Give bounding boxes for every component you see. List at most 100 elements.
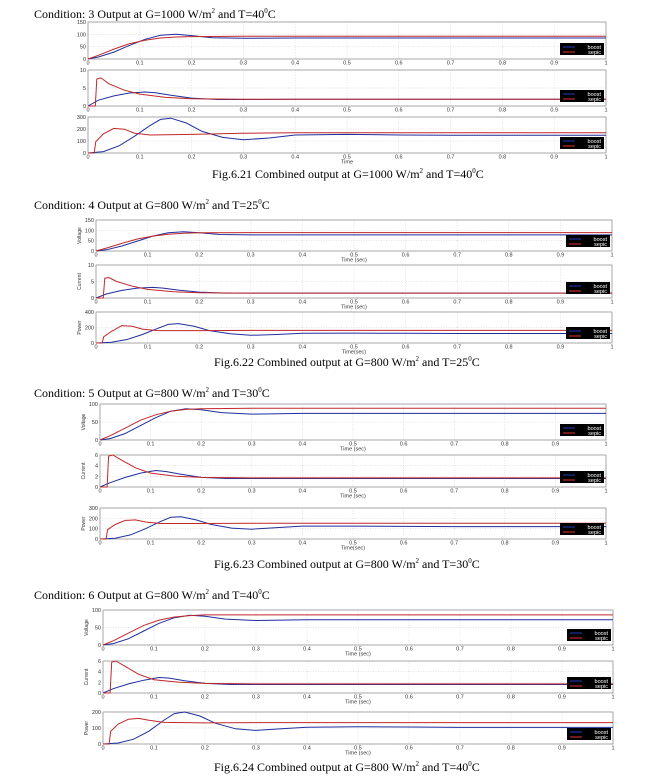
y-tick-label: 0 (95, 537, 98, 543)
y-tick-label: 0 (98, 742, 101, 748)
x-tick-label: 0.8 (505, 300, 513, 306)
superscript: 2 (419, 167, 424, 175)
x-tick-label: 0.2 (201, 695, 209, 701)
condition-heading-5: Condition: 5 Output at G=800 W/m2 and T=… (34, 386, 270, 401)
condition-text: and T=25 (209, 198, 259, 212)
x-tick-label: 0.3 (252, 647, 260, 653)
chart-panel-voltage: 0 0.1 0.2 0.3 0.4 0.5 0.6 0.7 0.8 0.9 1 0 50 100 150 Ti… (77, 218, 614, 264)
x-axis-label: Time (sec) (345, 652, 371, 658)
legend-label: boost (588, 139, 602, 145)
x-tick-label: 0.6 (405, 746, 413, 752)
x-tick-label: 0 (94, 345, 97, 351)
series-line-boost (99, 469, 606, 488)
legend-label: boost (595, 631, 609, 637)
y-tick-label: 0 (91, 341, 94, 347)
x-tick-label: 0.9 (552, 541, 560, 547)
x-tick-label: 0.8 (499, 61, 507, 67)
legend-label: sepic (595, 735, 608, 741)
x-tick-label: 0.1 (136, 61, 144, 67)
y-axis-label: Voltage (77, 227, 83, 244)
legend-label: boost (595, 679, 609, 685)
x-tick-label: 0.2 (195, 300, 203, 306)
x-tick-label: 0.1 (136, 108, 144, 114)
superscript: 2 (415, 557, 420, 565)
x-tick-label: 0.1 (144, 253, 152, 259)
y-tick-label: 400 (85, 310, 94, 316)
legend-label: sepic (588, 530, 601, 536)
y-tick-label: 0 (83, 57, 86, 63)
x-tick-label: 0 (86, 155, 89, 161)
legend-label: boost (595, 730, 609, 736)
series-line-sepic (99, 407, 606, 441)
legend-label: boost (594, 284, 608, 290)
x-tick-label: 0.5 (349, 489, 357, 495)
y-tick-label: 10 (88, 263, 94, 269)
x-tick-label: 0.5 (354, 695, 362, 701)
series-line-boost (102, 614, 613, 646)
y-tick-label: 200 (77, 127, 86, 133)
x-axis-label: Time(sec) (341, 546, 365, 552)
x-tick-label: 1 (604, 155, 607, 161)
x-tick-label: 0.8 (501, 541, 509, 547)
series-line-boost (95, 231, 612, 252)
x-tick-label: 0.4 (291, 108, 299, 114)
y-tick-label: 4 (95, 464, 98, 470)
x-tick-label: 0.8 (507, 746, 515, 752)
y-axis-label: Power (77, 320, 83, 335)
figure-caption-6-21: Fig.6.21 Combined output at G=1000 W/m2 … (212, 167, 484, 182)
condition-text: Condition: 5 Output at G=800 W/m (34, 386, 206, 400)
y-tick-label: 100 (89, 402, 98, 408)
x-tick-label: 0.1 (150, 647, 158, 653)
superscript: 0 (468, 355, 472, 363)
x-tick-label: 0.1 (144, 345, 152, 351)
x-tick-label: 0.3 (248, 541, 256, 547)
superscript: 0 (258, 198, 262, 206)
x-tick-label: 0.4 (299, 300, 307, 306)
x-tick-label: 0.5 (354, 746, 362, 752)
legend-label: sepic (588, 50, 601, 56)
chart-panel-current: 0 0.1 0.2 0.3 0.4 0.5 0.6 0.7 0.8 0.9 10510boostse… (80, 68, 608, 114)
condition-text: C (261, 198, 270, 212)
legend-label: boost (588, 525, 602, 531)
caption-text: C (475, 167, 484, 181)
x-tick-label: 0.6 (395, 61, 403, 67)
y-tick-label: 5 (91, 280, 94, 286)
x-tick-label: 0.4 (299, 345, 307, 351)
x-tick-label: 0 (101, 746, 104, 752)
superscript: 0 (264, 7, 268, 15)
x-tick-label: 0.2 (195, 253, 203, 259)
y-tick-label: 4 (98, 670, 101, 676)
series-line-sepic (96, 325, 612, 344)
y-tick-label: 100 (77, 139, 86, 145)
y-tick-label: 2 (95, 474, 98, 480)
y-tick-label: 50 (95, 626, 101, 632)
x-tick-label: 0.1 (147, 489, 155, 495)
x-tick-label: 0.3 (240, 61, 248, 67)
y-tick-label: 0 (91, 296, 94, 302)
legend-label: sepic (588, 97, 601, 103)
y-tick-label: 200 (89, 516, 98, 522)
superscript: 2 (415, 760, 420, 768)
x-axis-label: Time (sec) (341, 305, 367, 311)
x-tick-label: 0.7 (447, 108, 455, 114)
y-tick-label: 300 (77, 115, 86, 121)
superscript: 2 (205, 588, 210, 596)
series-line-boost (87, 117, 606, 154)
series-line-boost (95, 323, 612, 344)
x-tick-label: 0.5 (350, 345, 358, 351)
superscript: 2 (205, 386, 210, 394)
chart-panel-voltage: 0 0.1 0.2 0.3 0.4 0.5 0.6 0.7 0.8 0.9 1 0 50 100 Time … (81, 402, 608, 453)
x-tick-label: 0.9 (550, 61, 558, 67)
y-tick-label: 2 (98, 680, 101, 686)
y-tick-label: 0 (83, 104, 86, 110)
x-axis-label: Time (sec) (345, 751, 371, 757)
x-tick-label: 0.5 (354, 647, 362, 653)
chart-panel-power: 0 0.1 0.2 0.3 0.4 0.5 0.6 0.7 0.8 0.9 1 0 100 200 300 T… (77, 115, 608, 166)
x-tick-label: 0.9 (558, 695, 566, 701)
x-tick-label: 0.9 (558, 647, 566, 653)
y-tick-label: 6 (95, 453, 98, 459)
